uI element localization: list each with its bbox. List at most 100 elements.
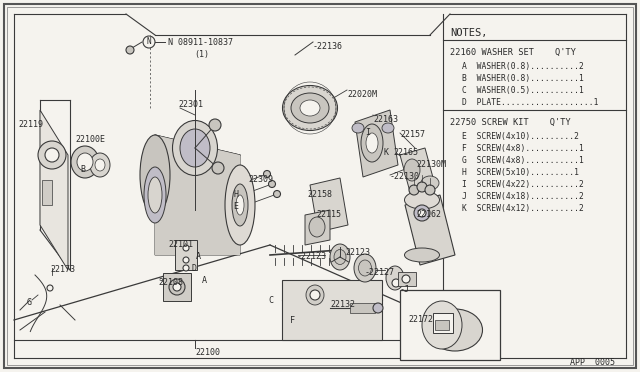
Ellipse shape xyxy=(232,184,248,226)
Polygon shape xyxy=(305,210,330,245)
Circle shape xyxy=(173,283,181,291)
Ellipse shape xyxy=(90,153,110,177)
Circle shape xyxy=(402,275,410,283)
Ellipse shape xyxy=(282,86,337,131)
Text: A  WASHER(0.8)..........2: A WASHER(0.8)..........2 xyxy=(462,62,584,71)
Circle shape xyxy=(209,119,221,131)
Polygon shape xyxy=(405,195,455,265)
Text: 22132: 22132 xyxy=(330,300,355,309)
Circle shape xyxy=(183,245,189,251)
Ellipse shape xyxy=(404,191,440,209)
Circle shape xyxy=(183,265,189,271)
Circle shape xyxy=(183,257,189,263)
Text: H  SCREW(5x10).........1: H SCREW(5x10).........1 xyxy=(462,168,579,177)
Text: 22157: 22157 xyxy=(400,130,425,139)
Ellipse shape xyxy=(358,260,371,276)
Ellipse shape xyxy=(422,301,462,349)
Ellipse shape xyxy=(330,244,350,270)
Circle shape xyxy=(38,141,66,169)
Text: D: D xyxy=(192,264,197,273)
Text: G: G xyxy=(27,298,32,307)
Circle shape xyxy=(392,279,400,287)
Bar xyxy=(398,272,416,286)
Text: 22162: 22162 xyxy=(416,210,441,219)
Circle shape xyxy=(143,36,155,48)
Bar xyxy=(435,320,449,330)
Text: 22163: 22163 xyxy=(373,115,398,124)
Circle shape xyxy=(126,46,134,54)
Text: F: F xyxy=(290,316,295,325)
Text: 22165: 22165 xyxy=(393,148,418,157)
Bar xyxy=(175,240,197,270)
Circle shape xyxy=(47,285,53,291)
Text: N: N xyxy=(147,38,151,46)
Ellipse shape xyxy=(140,135,170,215)
Text: 22119: 22119 xyxy=(18,120,43,129)
Text: D  PLATE...................1: D PLATE...................1 xyxy=(462,98,598,107)
Ellipse shape xyxy=(386,266,404,290)
Circle shape xyxy=(425,185,435,195)
Text: APP  0005: APP 0005 xyxy=(570,358,615,367)
Polygon shape xyxy=(400,148,435,192)
Text: H: H xyxy=(233,190,238,199)
Text: -22123: -22123 xyxy=(297,252,327,261)
Ellipse shape xyxy=(300,100,320,116)
Circle shape xyxy=(212,162,224,174)
Polygon shape xyxy=(310,178,348,232)
Text: -22127: -22127 xyxy=(365,268,395,277)
Ellipse shape xyxy=(95,159,105,171)
Text: A: A xyxy=(196,252,201,261)
Text: C: C xyxy=(268,296,273,305)
Text: E: E xyxy=(233,202,238,211)
Text: C  WASHER(0.5)..........1: C WASHER(0.5)..........1 xyxy=(462,86,584,95)
Text: 22160 WASHER SET    Q'TY: 22160 WASHER SET Q'TY xyxy=(450,48,576,57)
Ellipse shape xyxy=(309,217,325,237)
Text: 22173: 22173 xyxy=(50,265,75,274)
Text: F  SCREW(4x8)...........1: F SCREW(4x8)...........1 xyxy=(462,144,584,153)
Text: 22100E: 22100E xyxy=(75,135,105,144)
Ellipse shape xyxy=(236,195,244,215)
Text: 22301: 22301 xyxy=(178,100,203,109)
Text: 22309: 22309 xyxy=(248,175,273,184)
Ellipse shape xyxy=(144,167,166,223)
Polygon shape xyxy=(40,110,68,270)
Circle shape xyxy=(418,209,426,217)
Text: J  SCREW(4x18)..........2: J SCREW(4x18)..........2 xyxy=(462,192,584,201)
Circle shape xyxy=(373,303,383,313)
Text: I  SCREW(4x22)..........2: I SCREW(4x22)..........2 xyxy=(462,180,584,189)
Text: 22172: 22172 xyxy=(408,315,433,324)
Bar xyxy=(433,313,453,333)
Text: 22020M: 22020M xyxy=(347,90,377,99)
Bar xyxy=(282,280,382,340)
Text: (1): (1) xyxy=(194,50,209,59)
Circle shape xyxy=(273,190,280,198)
Text: K: K xyxy=(383,148,388,157)
Polygon shape xyxy=(155,135,240,255)
Ellipse shape xyxy=(421,176,439,190)
Text: 22750 SCREW KIT    Q'TY: 22750 SCREW KIT Q'TY xyxy=(450,118,571,127)
Ellipse shape xyxy=(148,177,162,213)
Text: 22100: 22100 xyxy=(195,348,220,357)
Ellipse shape xyxy=(404,159,420,181)
Circle shape xyxy=(417,182,427,192)
Bar xyxy=(163,273,191,301)
Ellipse shape xyxy=(173,121,218,176)
Ellipse shape xyxy=(225,165,255,245)
Ellipse shape xyxy=(361,124,383,162)
Ellipse shape xyxy=(71,146,99,178)
Circle shape xyxy=(45,148,59,162)
Text: 22108: 22108 xyxy=(158,278,183,287)
Text: A: A xyxy=(202,276,207,285)
Ellipse shape xyxy=(352,123,364,133)
Circle shape xyxy=(269,180,275,187)
Bar xyxy=(42,180,52,205)
Ellipse shape xyxy=(180,129,210,167)
Ellipse shape xyxy=(77,153,93,171)
Text: K  SCREW(4x12)..........2: K SCREW(4x12)..........2 xyxy=(462,204,584,213)
Circle shape xyxy=(310,290,320,300)
Text: B  WASHER(0.8)..........1: B WASHER(0.8)..........1 xyxy=(462,74,584,83)
Polygon shape xyxy=(155,135,240,255)
Ellipse shape xyxy=(428,309,483,351)
Text: -22130: -22130 xyxy=(390,172,420,181)
Ellipse shape xyxy=(291,93,329,123)
